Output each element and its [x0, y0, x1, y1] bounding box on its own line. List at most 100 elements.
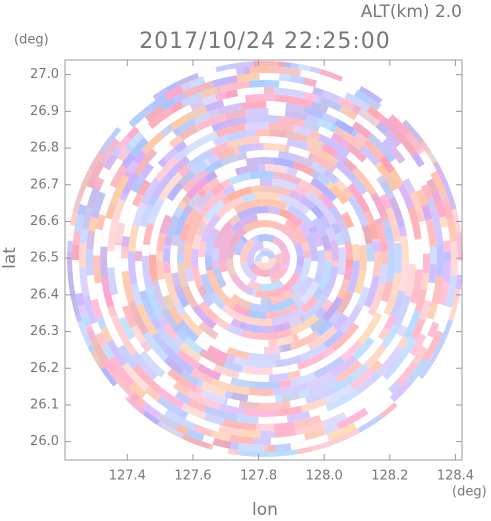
echo-cell	[103, 360, 120, 380]
echo-cell	[104, 184, 117, 200]
echo-cell	[336, 290, 354, 315]
echo-cell	[240, 429, 261, 438]
echo-cell	[174, 391, 191, 405]
echo-cell	[230, 318, 247, 331]
echo-cell	[382, 355, 405, 381]
echo-cell	[345, 142, 368, 163]
echo-cell	[184, 267, 195, 283]
echo-cell	[291, 161, 315, 176]
echo-cell	[212, 437, 232, 449]
echo-cell	[121, 258, 129, 272]
echo-cell	[226, 346, 250, 360]
echo-cell	[278, 73, 304, 84]
echo-cell	[304, 428, 326, 441]
echo-cell	[237, 372, 257, 382]
echo-cell	[336, 278, 351, 300]
echo-cell	[199, 86, 219, 99]
echo-cell	[245, 157, 274, 166]
echo-cell	[260, 430, 275, 438]
echo-cell	[430, 210, 444, 246]
echo-cell	[93, 255, 102, 284]
echo-cell	[289, 330, 321, 351]
echo-cell	[382, 137, 406, 164]
echo-cell	[288, 213, 304, 228]
echo-cell	[249, 66, 270, 74]
echo-cell	[287, 246, 298, 273]
echo-cell	[214, 333, 248, 353]
echo-cell	[185, 176, 209, 200]
echo-cell	[165, 188, 188, 218]
echo-cell	[429, 349, 442, 363]
echo-cell	[379, 402, 399, 421]
echo-cell	[203, 68, 237, 83]
echo-cell	[156, 251, 165, 280]
echo-cell	[242, 219, 278, 233]
echo-cell	[420, 317, 434, 337]
echo-cell	[429, 246, 437, 265]
echo-cell	[164, 272, 180, 304]
echo-cell	[426, 149, 439, 164]
echo-cell	[114, 222, 126, 246]
echo-cell	[286, 410, 311, 423]
echo-cell	[358, 84, 384, 104]
echo-cell	[183, 304, 204, 327]
echo-cell	[221, 270, 239, 293]
echo-cell	[258, 415, 288, 424]
echo-cell	[181, 285, 198, 309]
echo-cell	[325, 106, 357, 128]
echo-cell	[394, 387, 415, 408]
echo-cell	[278, 80, 315, 94]
echo-cell	[239, 314, 272, 327]
echo-cell	[259, 136, 288, 146]
echo-cell	[254, 256, 276, 270]
echo-cell	[322, 265, 339, 298]
echo-cell	[72, 231, 81, 261]
echo-cell	[396, 336, 410, 351]
echo-cell	[383, 284, 400, 316]
echo-cell	[364, 389, 393, 414]
echo-cell	[361, 224, 373, 244]
echo-cell	[306, 376, 339, 397]
echo-cell	[102, 312, 115, 330]
echo-cell	[179, 342, 202, 363]
echo-cell	[422, 330, 444, 363]
echo-cell	[277, 94, 313, 108]
echo-cell	[203, 153, 220, 167]
echo-cell	[244, 122, 269, 131]
echo-cell	[145, 287, 164, 319]
echo-cell	[81, 201, 95, 232]
echo-cell	[86, 160, 105, 189]
echo-cell	[244, 408, 280, 417]
echo-cell	[218, 425, 242, 437]
echo-cell	[379, 97, 408, 124]
echo-cell	[303, 91, 319, 103]
echo-cell	[289, 397, 308, 408]
x-tick-label: 128.0	[306, 469, 343, 484]
echo-cell	[317, 126, 335, 139]
echo-cell	[310, 205, 332, 230]
echo-cell	[236, 414, 259, 424]
echo-cell	[393, 294, 412, 328]
echo-cell	[318, 133, 351, 158]
echo-cell	[441, 197, 454, 220]
echo-cell	[269, 227, 295, 250]
echo-cell	[98, 137, 121, 165]
echo-cell	[245, 108, 269, 117]
echo-cell	[250, 185, 264, 194]
echo-cell	[293, 125, 312, 137]
echo-cell	[409, 376, 425, 392]
y-tick-label: 26.9	[30, 104, 59, 119]
echo-cell	[305, 191, 321, 206]
echo-cell	[163, 248, 171, 263]
echo-cell	[333, 126, 364, 151]
echo-cell	[115, 277, 129, 308]
echo-cell	[427, 321, 440, 339]
echo-cell	[172, 118, 197, 137]
echo-cell	[135, 225, 147, 252]
echo-cell	[357, 414, 384, 435]
echo-cell	[82, 295, 98, 325]
echo-cell	[163, 237, 173, 249]
echo-cell	[306, 136, 325, 150]
echo-cell	[226, 398, 240, 408]
